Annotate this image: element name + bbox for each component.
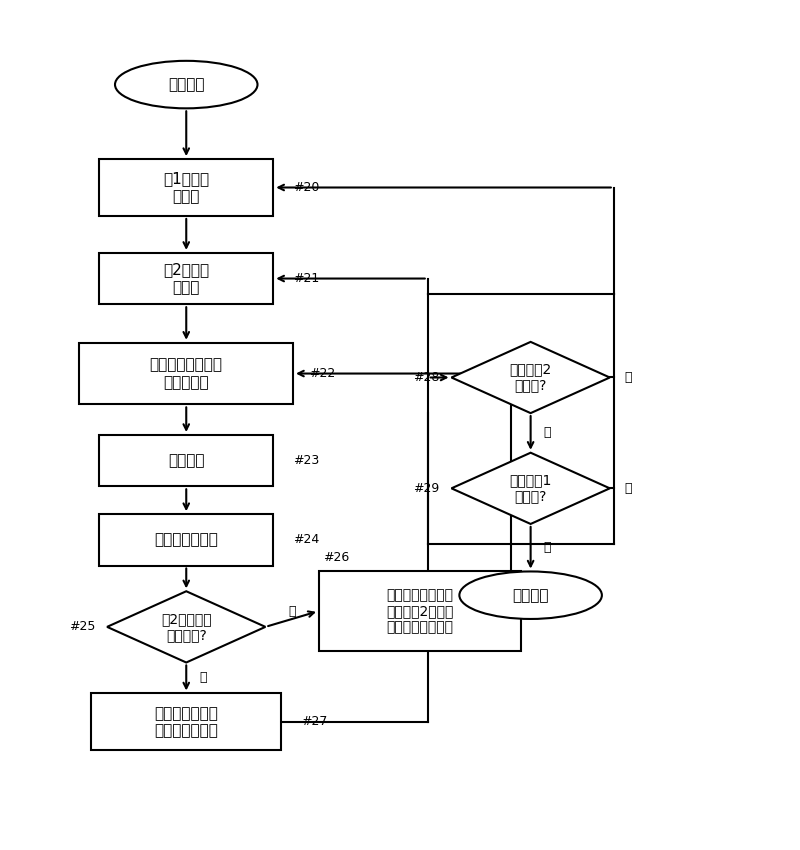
FancyBboxPatch shape <box>79 343 293 405</box>
Text: 成形结束: 成形结束 <box>512 587 549 603</box>
Polygon shape <box>451 342 610 413</box>
Text: 是: 是 <box>288 604 296 618</box>
Text: 感测电位的变动: 感测电位的变动 <box>154 532 218 547</box>
Text: 是: 是 <box>543 427 550 439</box>
Text: 第1选择线
的选择: 第1选择线 的选择 <box>163 172 210 204</box>
Text: 是: 是 <box>543 541 550 554</box>
Text: #24: #24 <box>293 533 319 547</box>
FancyBboxPatch shape <box>319 571 521 650</box>
Ellipse shape <box>459 571 602 619</box>
Polygon shape <box>107 592 266 662</box>
Text: #22: #22 <box>309 367 335 380</box>
Polygon shape <box>451 453 610 524</box>
Text: 成形电压: 成形电压 <box>168 453 205 468</box>
Ellipse shape <box>115 61 258 108</box>
Text: 成形开始: 成形开始 <box>168 77 205 92</box>
Text: 否: 否 <box>624 371 631 384</box>
Text: 设定成形电压脉冲
的电压振幅: 设定成形电压脉冲 的电压振幅 <box>150 357 222 390</box>
Text: 第2选择线的
电位下降?: 第2选择线的 电位下降? <box>161 612 211 642</box>
Text: #29: #29 <box>414 482 439 495</box>
FancyBboxPatch shape <box>91 694 282 751</box>
Text: 最后的第1
选择线?: 最后的第1 选择线? <box>510 473 552 503</box>
Text: 切断对检测出电位
下降的第2选择线
的电压脉冲的施加: 切断对检测出电位 下降的第2选择线 的电压脉冲的施加 <box>386 588 454 634</box>
Text: #23: #23 <box>293 454 319 468</box>
Text: 第2选择线
的选择: 第2选择线 的选择 <box>163 263 210 295</box>
FancyBboxPatch shape <box>99 514 274 565</box>
Text: #21: #21 <box>293 272 319 285</box>
Text: #20: #20 <box>293 181 319 194</box>
Text: 最后的第2
选择线?: 最后的第2 选择线? <box>510 362 552 393</box>
Text: #27: #27 <box>301 716 327 728</box>
Text: 否: 否 <box>624 482 631 495</box>
Text: #28: #28 <box>414 371 439 384</box>
Text: #26: #26 <box>323 551 349 564</box>
FancyBboxPatch shape <box>99 159 274 216</box>
FancyBboxPatch shape <box>99 435 274 486</box>
FancyBboxPatch shape <box>99 252 274 304</box>
Text: 被选择的存储器
单元的成形完成: 被选择的存储器 单元的成形完成 <box>154 706 218 738</box>
Text: 否: 否 <box>199 672 206 684</box>
Text: #25: #25 <box>69 620 95 633</box>
